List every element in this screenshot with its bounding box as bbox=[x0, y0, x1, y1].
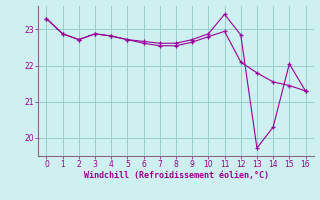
X-axis label: Windchill (Refroidissement éolien,°C): Windchill (Refroidissement éolien,°C) bbox=[84, 171, 268, 180]
